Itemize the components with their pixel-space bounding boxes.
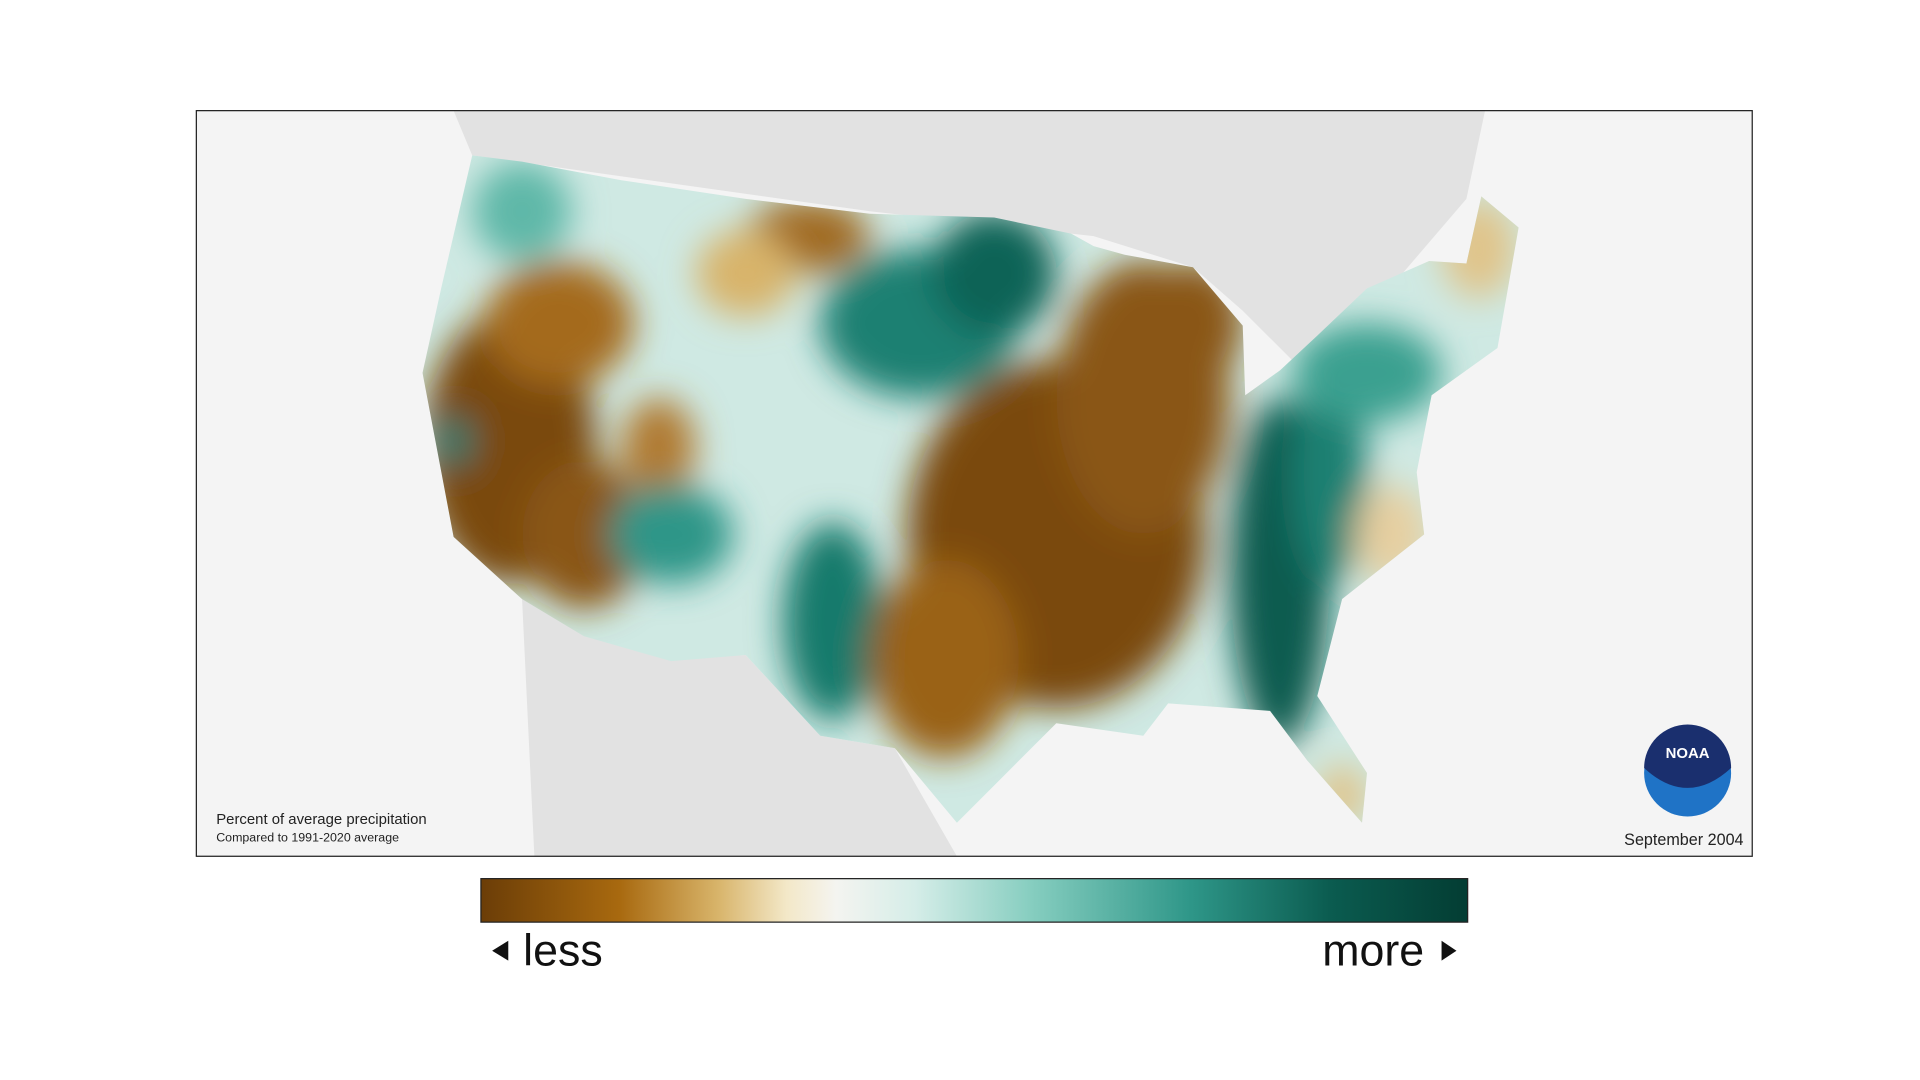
noaa-logo: NOAA <box>1644 724 1732 817</box>
arrow-left <box>492 940 509 961</box>
mexico <box>521 596 957 857</box>
logo-top <box>1644 724 1732 788</box>
legend-less: less <box>523 927 603 976</box>
logo-text: NOAA <box>1666 746 1710 762</box>
map-area: Percent of average precipitation Compare… <box>196 110 1753 857</box>
note-subtitle: Compared to 1991-2020 average <box>216 830 399 844</box>
map-frame <box>195 110 1753 857</box>
canada <box>453 110 1486 361</box>
note-title: Percent of average precipitation <box>216 812 426 828</box>
anomalies <box>422 161 1517 823</box>
legend: less more <box>480 878 1469 976</box>
legend-more: more <box>1322 927 1424 976</box>
map-date: September 2004 <box>1624 831 1743 849</box>
precip-field <box>422 155 1519 823</box>
arrow-right <box>1441 940 1457 961</box>
color-bar <box>480 878 1469 923</box>
